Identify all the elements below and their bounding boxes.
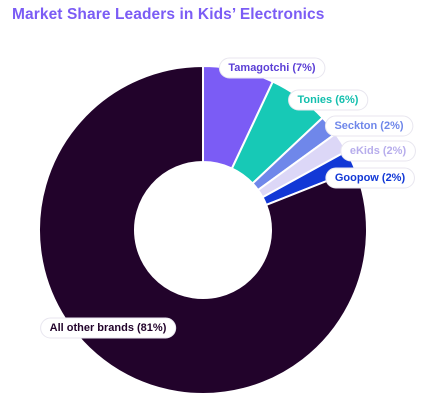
slice-label-text: All other brands (81%)	[50, 322, 167, 334]
slice-label-ekids: eKids (2%)	[340, 140, 416, 162]
slice-label-pill	[218, 57, 326, 79]
slice-label-text: Tamagotchi (7%)	[228, 62, 316, 74]
slice-label-seckton: Seckton (2%)	[324, 115, 414, 137]
slice-label-pill	[40, 317, 177, 339]
slice-label-text: eKids (2%)	[350, 145, 407, 157]
slice-label-tonies: Tonies (6%)	[288, 89, 369, 111]
slice-all-other-brands	[38, 65, 368, 395]
slice-label-text: Goopow (2%)	[335, 172, 406, 184]
slice-label-pill	[340, 140, 416, 162]
slice-label-text: Seckton (2%)	[334, 120, 403, 132]
slice-label-all-other-brands: All other brands (81%)	[40, 317, 177, 339]
chart-title: Market Share Leaders in Kids’ Electronic…	[12, 6, 325, 23]
slice-label-pill	[325, 167, 415, 189]
labels-layer: Tamagotchi (7%) Tonies (6%) Seckton (2%) eK…	[40, 57, 416, 339]
slice-label-tamagotchi: Tamagotchi (7%)	[218, 57, 326, 79]
slice-label-pill	[324, 115, 414, 137]
slice-label-goopow: Goopow (2%)	[325, 167, 415, 189]
slices-layer	[38, 65, 368, 395]
slice-label-pill	[288, 89, 369, 111]
slice-label-text: Tonies (6%)	[298, 94, 359, 106]
